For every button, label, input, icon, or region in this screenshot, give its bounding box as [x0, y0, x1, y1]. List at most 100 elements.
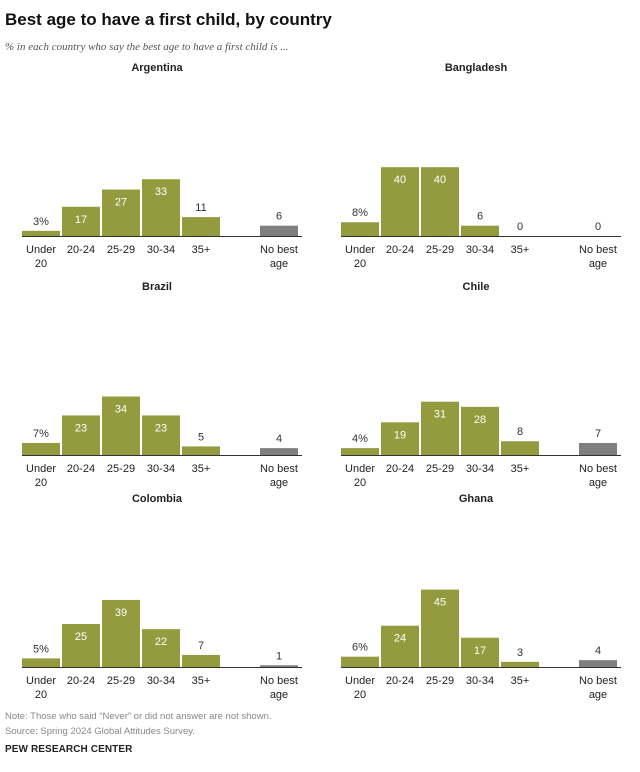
- bar: [22, 230, 60, 236]
- panel-title: Colombia: [132, 493, 183, 505]
- data-label: 19: [394, 429, 406, 441]
- tick-label: 25-29: [107, 463, 135, 475]
- tick-label: 20-24: [386, 244, 414, 256]
- data-label: 4: [276, 433, 282, 445]
- data-label: 45: [434, 597, 446, 609]
- panel-title: Chile: [463, 281, 490, 293]
- bar: [102, 599, 140, 667]
- chart-source: Source: Spring 2024 Global Attitudes Sur…: [5, 726, 195, 737]
- data-label: 40: [394, 174, 406, 186]
- bar: [421, 589, 459, 667]
- panel-argentina: Argentina 3% Under 20 17 20-24 27 25-29 33 30-34 1…: [22, 56, 312, 276]
- chart-title: Best age to have a first child, by count…: [5, 10, 332, 29]
- bar: [62, 206, 100, 236]
- tick-label: 20: [354, 477, 366, 489]
- tick-label: age: [589, 689, 607, 701]
- chart-svg: Colombia 5% Under 20 25 20-24 39 25-29 22 30-34 7 3…: [22, 493, 302, 701]
- tick-label: 35+: [511, 463, 530, 475]
- data-label: 34: [115, 404, 127, 416]
- tick-label: 30-34: [466, 675, 494, 687]
- tick-label: Under: [345, 244, 375, 256]
- data-label: 6%: [352, 642, 368, 654]
- bar: [421, 401, 459, 455]
- bar: [142, 179, 180, 236]
- bar: [381, 167, 419, 236]
- tick-label: age: [270, 477, 288, 489]
- bar: [142, 629, 180, 667]
- bar: [421, 167, 459, 236]
- data-label: 31: [434, 409, 446, 421]
- brand-label: PEW RESEARCH CENTER: [5, 744, 133, 755]
- bar: [579, 442, 617, 455]
- panel-brazil: Brazil 7% Under 20 23 20-24 34 25-29 23 30-34 5 35+…: [22, 275, 312, 495]
- bar: [260, 225, 298, 236]
- bar: [461, 637, 499, 667]
- data-label: 33: [155, 186, 167, 198]
- tick-label: Under: [345, 463, 375, 475]
- tick-label: No best: [579, 244, 617, 256]
- tick-label: 30-34: [147, 675, 175, 687]
- tick-label: 30-34: [466, 463, 494, 475]
- data-label: 8%: [352, 207, 368, 219]
- tick-label: 25-29: [426, 675, 454, 687]
- bar: [381, 422, 419, 455]
- tick-label: Under: [26, 244, 56, 256]
- data-label: 17: [474, 645, 486, 657]
- data-label: 39: [115, 607, 127, 619]
- bar: [260, 665, 298, 667]
- data-label: 7%: [33, 428, 49, 440]
- tick-label: 20: [35, 258, 47, 270]
- tick-label: 20-24: [67, 463, 95, 475]
- tick-label: age: [589, 258, 607, 270]
- data-label: 7: [198, 640, 204, 652]
- data-label: 5%: [33, 643, 49, 655]
- bar: [102, 189, 140, 236]
- data-label: 23: [155, 422, 167, 434]
- bar: [501, 661, 539, 667]
- tick-label: 35+: [192, 463, 211, 475]
- tick-label: Under: [345, 675, 375, 687]
- bar: [501, 441, 539, 455]
- tick-label: age: [270, 689, 288, 701]
- data-label: 25: [75, 631, 87, 643]
- tick-label: 25-29: [426, 244, 454, 256]
- tick-label: No best: [579, 675, 617, 687]
- data-label: 7: [595, 428, 601, 440]
- data-label: 17: [75, 214, 87, 226]
- data-label: 0: [595, 221, 601, 233]
- panel-bangladesh: Bangladesh 8% Under 20 40 20-24 40 25-29 6 30-34 0…: [341, 56, 631, 276]
- bar: [182, 217, 220, 236]
- bar: [182, 654, 220, 667]
- bar: [142, 415, 180, 455]
- bar: [381, 625, 419, 667]
- panel-title: Brazil: [142, 281, 172, 293]
- bar: [579, 660, 617, 667]
- tick-label: 35+: [192, 244, 211, 256]
- tick-label: 20: [354, 689, 366, 701]
- data-label: 4: [595, 645, 601, 657]
- chart-note: Note: Those who said “Never” or did not …: [5, 711, 272, 722]
- tick-label: 20-24: [386, 463, 414, 475]
- bar: [341, 448, 379, 455]
- tick-label: 25-29: [107, 244, 135, 256]
- bar: [461, 406, 499, 455]
- bar: [22, 442, 60, 455]
- bar: [341, 656, 379, 667]
- tick-label: age: [589, 477, 607, 489]
- data-label: 11: [195, 202, 206, 214]
- tick-label: 30-34: [466, 244, 494, 256]
- tick-label: age: [270, 258, 288, 270]
- data-label: 3%: [33, 216, 49, 228]
- chart-svg: Argentina 3% Under 20 17 20-24 27 25-29 33 30-34 1…: [22, 62, 302, 270]
- bar: [260, 448, 298, 455]
- chart-svg: Brazil 7% Under 20 23 20-24 34 25-29 23 30-34 5 35+…: [22, 281, 302, 489]
- bar: [22, 658, 60, 667]
- chart-svg: Ghana 6% Under 20 24 20-24 45 25-29 17 30-34 3 35+ 4…: [341, 493, 621, 701]
- data-label: 0: [517, 221, 523, 233]
- data-label: 27: [115, 197, 127, 209]
- tick-label: 35+: [192, 675, 211, 687]
- bar: [62, 415, 100, 455]
- chart-subtitle: % in each country who say the best age t…: [5, 41, 289, 53]
- bar: [461, 225, 499, 236]
- panel-title: Bangladesh: [445, 62, 508, 74]
